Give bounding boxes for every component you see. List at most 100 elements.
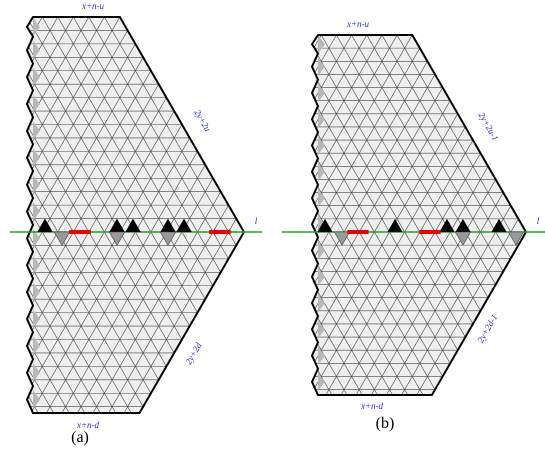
notch (318, 346, 325, 365)
lattice-line (27, 17, 97, 413)
caption: (a) (71, 429, 89, 446)
down-triangle (333, 231, 351, 246)
lattice-line (312, 35, 466, 395)
up-triangle (455, 218, 471, 232)
lattice-line (312, 35, 420, 395)
notch (33, 336, 40, 356)
lattice-line (0, 0, 7, 433)
lattice-line (312, 35, 390, 395)
region-fill (312, 35, 526, 395)
lattice-line (312, 35, 450, 395)
down-triangle (53, 231, 71, 247)
lattice-line (312, 35, 405, 395)
lattice-line (312, 35, 409, 395)
side-label: x+n-d (76, 420, 100, 430)
side-label: l (255, 216, 258, 226)
lattice-line (77, 17, 244, 413)
notch (318, 110, 325, 129)
side-label: x+n-u (81, 1, 105, 11)
up-triangle (160, 218, 176, 232)
side-label: 2y+2d-1 (475, 313, 499, 345)
notch (33, 148, 40, 168)
lattice-line (65, 17, 244, 413)
lattice-line (312, 35, 379, 395)
up-triangle (109, 218, 125, 232)
lattice-line (385, 35, 526, 395)
notch (33, 121, 40, 141)
region-border (310, 34, 528, 396)
up-triangle (491, 218, 507, 232)
lattice-line (0, 0, 19, 433)
lattice-line (537, 15, 545, 415)
lattice-line (542, 15, 545, 415)
lattice-line (312, 35, 470, 395)
lattice-line (312, 35, 394, 395)
lattice-line (27, 17, 132, 413)
side-label: x+n-d (360, 401, 384, 411)
lattice-line (339, 35, 526, 395)
lattice-line (354, 35, 526, 395)
lattice-line (521, 35, 526, 395)
lattice-line (344, 35, 526, 395)
up-triangle (317, 218, 333, 232)
region-fill (27, 17, 244, 413)
lattice-line (27, 17, 179, 413)
lattice-line (27, 17, 144, 413)
lattice-line (92, 17, 244, 413)
lattice-line (312, 35, 359, 395)
notch (33, 175, 40, 194)
caption: (b) (376, 415, 395, 432)
notch (33, 67, 40, 87)
notch (318, 372, 325, 392)
lattice-line (370, 35, 526, 395)
lattice-line (27, 17, 86, 413)
notch (33, 390, 40, 409)
side-label: 2y+2u (192, 108, 213, 134)
notch (318, 241, 325, 260)
up-triangle (37, 218, 53, 232)
lattice-line (0, 0, 23, 433)
lattice-line (374, 35, 526, 395)
lattice-line (312, 35, 435, 395)
lattice-line (81, 17, 244, 413)
side-label: l (537, 216, 540, 226)
notch (318, 35, 325, 54)
lattice-line (312, 35, 364, 395)
side-label: 2y+2d (183, 340, 204, 366)
lattice-line (27, 17, 175, 413)
up-triangle (125, 218, 141, 232)
notch (33, 17, 40, 37)
notch (33, 40, 40, 60)
lattice-line (61, 17, 244, 413)
lattice-line (312, 35, 481, 395)
lattice-line (34, 17, 244, 413)
notch (33, 309, 40, 329)
down-triangle (159, 231, 177, 247)
lattice-line (0, 0, 3, 433)
lattice-line (27, 17, 190, 413)
lattice-line (27, 17, 128, 413)
notch (318, 162, 325, 181)
side-label: x+n-u (346, 19, 370, 29)
lattice-line (516, 0, 545, 433)
lattice-line (27, 17, 113, 413)
up-triangle (387, 218, 403, 232)
lattice-line (27, 17, 117, 413)
notch (318, 83, 325, 103)
lattice-line (96, 17, 244, 413)
notch (318, 320, 325, 339)
notch (318, 188, 325, 208)
lattice-line (312, 35, 375, 395)
notch (318, 57, 325, 76)
lattice-line (27, 17, 159, 413)
notch (33, 202, 40, 221)
notch (33, 228, 40, 248)
down-triangle (108, 231, 126, 247)
notch (33, 94, 40, 114)
lattice-line (27, 17, 101, 413)
lattice-line (527, 15, 545, 415)
side-label: 2y+2u-1 (476, 111, 500, 143)
lattice-line (312, 35, 455, 395)
notch (318, 267, 325, 286)
lattice-line (389, 35, 526, 395)
